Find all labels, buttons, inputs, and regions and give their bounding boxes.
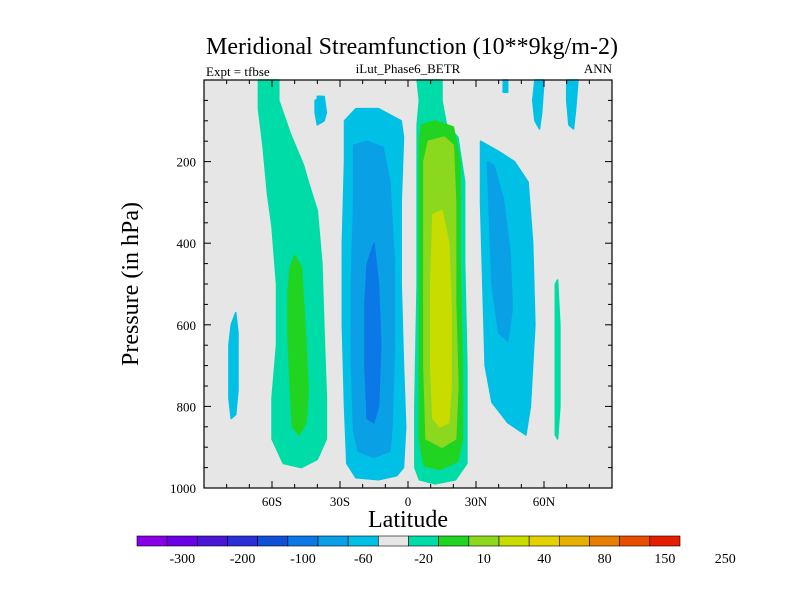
x-tick-label-3: 30N — [465, 494, 488, 509]
colorbar-label-4: -20 — [414, 552, 433, 567]
y-tick-label-3: 800 — [177, 399, 197, 414]
colorbar-box-17 — [649, 535, 681, 547]
y-tick-label-4: 1000 — [170, 481, 196, 496]
colorbar-box-11 — [468, 535, 500, 547]
y-tick-label-0: 200 — [177, 155, 197, 170]
contour-region-15 — [554, 279, 561, 440]
y-tick-label-2: 600 — [177, 318, 197, 333]
y-axis-label: Pressure (in hPa) — [118, 202, 144, 366]
colorbar-box-4 — [257, 535, 289, 547]
x-tick-label-2: 0 — [405, 494, 412, 509]
contour-region-6 — [364, 242, 382, 424]
plot-area: 60S 30S 0 30N 60N 200 400 600 800 1000 — [170, 79, 613, 509]
right-string: ANN — [584, 61, 613, 76]
colorbar-box-12 — [498, 535, 530, 547]
colorbar-box-5 — [287, 535, 319, 547]
contour-region-0 — [228, 311, 239, 420]
contour-region-10 — [429, 209, 452, 428]
colorbar-box-10 — [438, 535, 470, 547]
colorbar-box-6 — [317, 535, 349, 547]
x-axis-label: Latitude — [368, 507, 448, 533]
contour-region-12 — [486, 160, 514, 342]
chart-title: Meridional Streamfunction (10**9kg/m-2) — [206, 34, 618, 60]
colorbar-box-15 — [589, 535, 620, 547]
contour-region-17 — [502, 79, 509, 93]
colorbar-box-9 — [408, 535, 439, 547]
colorbar-box-13 — [528, 535, 560, 547]
contour-region-2 — [287, 254, 310, 436]
x-tick-label-1: 30S — [330, 494, 350, 509]
colorbar-label-0: -300 — [169, 552, 195, 567]
colorbar-label-5: 10 — [477, 552, 491, 567]
colorbar-box-7 — [347, 535, 379, 547]
axis-ticks: 60S 30S 0 30N 60N 200 400 600 800 1000 — [170, 80, 612, 509]
y-tick-label-1: 400 — [177, 236, 197, 251]
colorbar-box-0 — [136, 535, 168, 547]
colorbar-label-3: -60 — [354, 552, 373, 567]
colorbar-box-1 — [166, 535, 198, 547]
colorbar — [136, 535, 681, 547]
colorbar-box-16 — [619, 535, 651, 547]
center-string: iLut_Phase6_BETR — [356, 61, 461, 76]
colorbar-label-1: -200 — [230, 552, 256, 567]
x-tick-label-4: 60N — [533, 494, 556, 509]
colorbar-box-2 — [197, 535, 228, 547]
colorbar-box-14 — [559, 535, 590, 547]
colorbar-label-8: 150 — [654, 552, 675, 567]
colorbar-label-7: 80 — [598, 552, 612, 567]
colorbar-box-3 — [227, 535, 258, 547]
colorbar-label-9: 250 — [715, 552, 736, 567]
contour-region-16 — [316, 95, 325, 118]
colorbar-label-2: -100 — [290, 552, 316, 567]
contour-regions — [228, 79, 579, 485]
left-string: Expt = tfbse — [206, 64, 270, 79]
colorbar-box-8 — [378, 535, 409, 547]
x-tick-label-0: 60S — [262, 494, 282, 509]
colorbar-labels: -300 -200 -100 -60 -20 10 40 80 150 250 — [169, 552, 735, 567]
colorbar-label-6: 40 — [537, 552, 551, 567]
